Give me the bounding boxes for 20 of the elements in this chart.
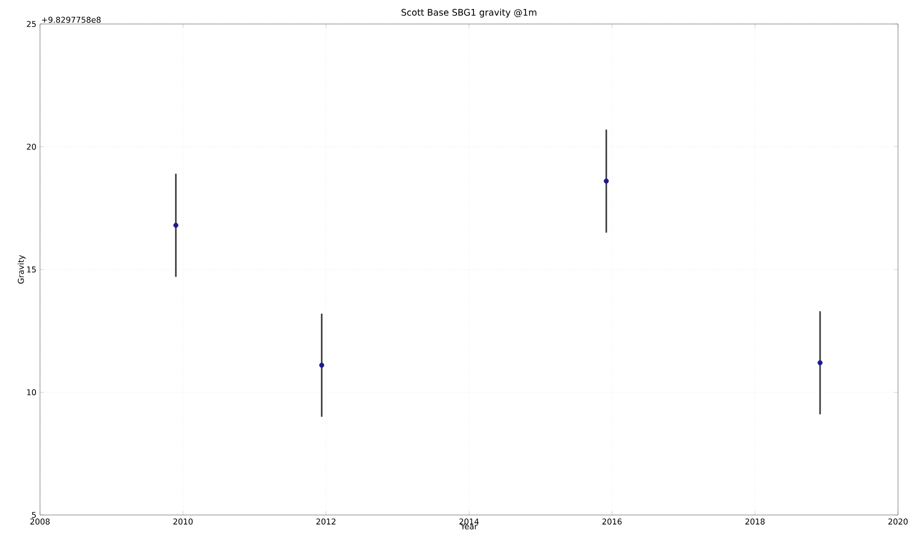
x-tick-label: 2008 (30, 518, 50, 525)
x-tick-label: 2012 (316, 518, 336, 525)
y-tick-label: 5 (32, 512, 36, 518)
point (818, 360, 823, 366)
x-tick-label: 2020 (888, 518, 908, 525)
point (604, 178, 609, 184)
y-tick-label: 10 (27, 389, 36, 396)
y-tick-label: 25 (26, 20, 36, 28)
x-tick-label: 2016 (602, 518, 622, 525)
x-axis-title: Year (460, 523, 478, 530)
x-tick-label: 2018 (745, 518, 765, 525)
y-tick-label: 20 (26, 144, 36, 150)
x-tick-label: 2010 (173, 518, 193, 525)
point (173, 222, 178, 228)
x-tick-label: 2014 (459, 518, 479, 525)
chart-title: Scott Base SBG1 gravity @1m (402, 8, 536, 18)
y-tick-label: 15 (27, 266, 36, 272)
text: +9.8297758e8 (42, 16, 101, 23)
y-axis-title: Gravity (18, 255, 26, 284)
point (319, 362, 324, 368)
